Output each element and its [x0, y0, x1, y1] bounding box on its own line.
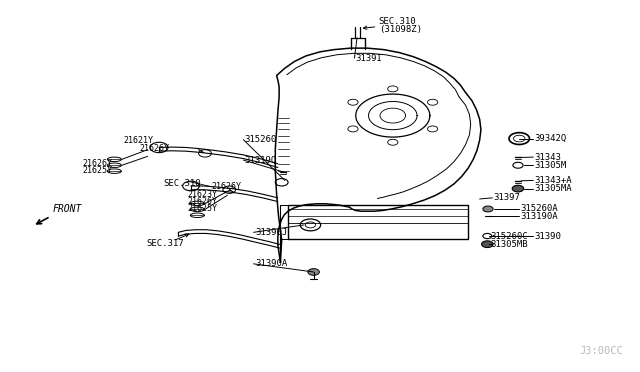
Text: 31319Q: 31319Q: [244, 155, 277, 164]
Text: 31397: 31397: [493, 193, 520, 202]
Text: 31305M: 31305M: [534, 161, 567, 170]
Text: 21623Y: 21623Y: [187, 190, 217, 199]
Text: 31305MB: 31305MB: [490, 240, 527, 249]
Text: 31390A: 31390A: [255, 259, 287, 268]
Text: 313190A: 313190A: [520, 212, 558, 221]
Text: 31390J: 31390J: [255, 228, 287, 237]
Text: 31343: 31343: [534, 153, 561, 161]
Text: SEC.310: SEC.310: [379, 17, 417, 26]
Text: SEC.310: SEC.310: [164, 179, 201, 187]
Text: 31305MA: 31305MA: [534, 184, 572, 193]
Text: 315260: 315260: [244, 135, 277, 144]
Text: 31343+A: 31343+A: [534, 176, 572, 185]
Text: 21621Y: 21621Y: [124, 136, 154, 145]
Circle shape: [481, 241, 493, 247]
Text: 21626Y: 21626Y: [211, 182, 241, 191]
Text: 3139I: 3139I: [355, 54, 382, 62]
Circle shape: [483, 206, 493, 212]
Text: 315260A: 315260A: [520, 205, 558, 214]
Text: SEC.317: SEC.317: [147, 239, 184, 248]
Circle shape: [512, 185, 524, 192]
Text: 21626Y: 21626Y: [140, 144, 170, 153]
Text: 31390: 31390: [534, 231, 561, 241]
Circle shape: [308, 269, 319, 275]
Text: 39342Q: 39342Q: [534, 134, 567, 143]
Text: 21625Y: 21625Y: [187, 205, 217, 214]
Text: 21626Y: 21626Y: [187, 197, 217, 206]
Text: FRONT: FRONT: [53, 204, 83, 214]
Text: 21625Y: 21625Y: [83, 166, 113, 175]
Text: (31098Z): (31098Z): [379, 25, 422, 34]
Text: J3:00CC: J3:00CC: [580, 346, 623, 356]
Text: 21626Y: 21626Y: [83, 158, 113, 167]
Text: 315260C: 315260C: [490, 231, 527, 241]
